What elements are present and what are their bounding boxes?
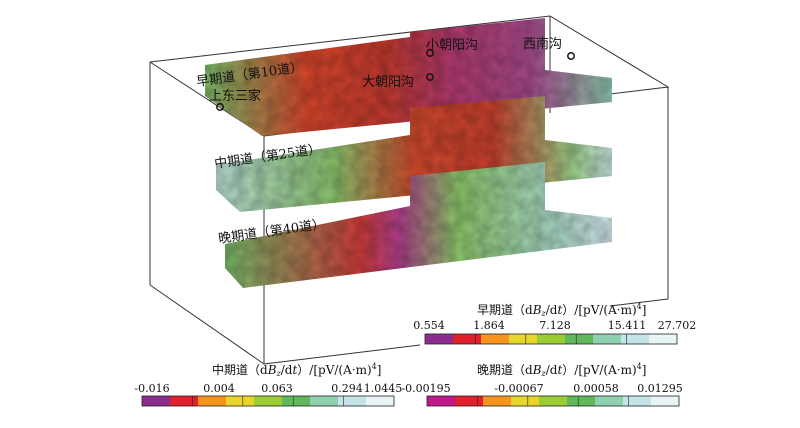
colorbar-tick-label: 0.004: [203, 382, 235, 395]
colorbar-tick-label: -0.016: [134, 382, 169, 395]
colorbar-tick-label: 0.063: [261, 382, 293, 395]
svg-text:上东三家: 上东三家: [209, 88, 261, 104]
colorbar-segment: [537, 334, 566, 344]
colorbar-segment: [621, 334, 650, 344]
place-marker-dachaoyanggou: 大朝阳沟: [362, 73, 434, 90]
place-marker-shangdongsanjia: 上东三家: [209, 88, 261, 111]
colorbar-tick-label: 0.00058: [573, 382, 619, 395]
colorbar-segment: [366, 396, 395, 406]
colorbar-segment: [511, 396, 540, 406]
legend-early-title: 早期道（dBz/dt）/[pV/(A·m)4]: [477, 302, 646, 318]
colorbar-tick-label: 0.294: [331, 382, 363, 395]
colorbar-tick-label: 27.702: [658, 319, 697, 332]
location-circle-icon: [426, 73, 434, 81]
colorbar-segment: [425, 334, 454, 344]
colorbar-segment: [198, 396, 227, 406]
colorbar-segment: [565, 334, 594, 344]
colorbar-frame: [141, 395, 395, 407]
place-marker-xiaochaoyanggou: 小朝阳沟: [426, 38, 478, 57]
colorbar-tick-label: -0.00067: [494, 382, 543, 395]
legend-early-ticks: 0.554 1.864 7.128 15.411 27.702: [413, 319, 696, 332]
legend-early: 早期道（dBz/dt）/[pV/(A·m)4] 0.554 1.864 7.128 1…: [413, 302, 696, 345]
svg-text:西南沟: 西南沟: [523, 36, 562, 52]
svg-text:大朝阳沟: 大朝阳沟: [362, 75, 414, 90]
colorbar-segment: [567, 396, 596, 406]
colorbar-segment: [539, 396, 568, 406]
colorbar-tick-label: -0.00195: [401, 382, 450, 395]
colorbar-segment: [453, 334, 482, 344]
colorbar-segment: [593, 334, 622, 344]
colorbar-segment: [649, 334, 678, 344]
location-circle-icon: [216, 103, 224, 111]
colorbar-segment: [651, 396, 680, 406]
legend-mid-ticks: -0.016 0.004 0.063 0.294 1.0445: [134, 382, 402, 395]
colorbar-segment: [338, 396, 367, 406]
colorbar-tick-label: 7.128: [539, 319, 571, 332]
colorbar-frame: [424, 333, 678, 345]
legend-mid: 中期道（dBz/dt）/[pV/(A·m)4] -0.016 0.004 0.063…: [134, 362, 402, 407]
colorbar-frame: [426, 395, 680, 407]
colorbar-segment: [595, 396, 624, 406]
colorbar-segment: [142, 396, 171, 406]
slice-late: [225, 162, 612, 288]
svg-text:小朝阳沟: 小朝阳沟: [426, 38, 478, 53]
legend-mid-title: 中期道（dBz/dt）/[pV/(A·m)4]: [212, 362, 381, 378]
location-circle-icon: [567, 52, 575, 60]
colorbar-segment: [254, 396, 283, 406]
colorbar-tick-label: 1.864: [473, 319, 505, 332]
legend-late-ticks: -0.00195 -0.00067 0.00058 0.01295: [401, 382, 682, 395]
colorbar-segment: [509, 334, 538, 344]
colorbar-tick-label: 0.554: [413, 319, 445, 332]
legend-mid-colorbar: [141, 395, 395, 407]
legend-late-title: 晚期道（dBz/dt）/[pV/(A·m)4]: [477, 362, 646, 378]
legend-late: 晚期道（dBz/dt）/[pV/(A·m)4] -0.00195 -0.00067…: [401, 362, 683, 407]
colorbar-segment: [310, 396, 339, 406]
colorbar-segment: [282, 396, 311, 406]
colorbar-tick-label: 0.01295: [637, 382, 683, 395]
legend-early-colorbar: [424, 333, 678, 345]
colorbar-segment: [483, 396, 512, 406]
place-marker-xinangou: 西南沟: [523, 36, 575, 60]
colorbar-segment: [427, 396, 456, 406]
colorbar-tick-label: 1.0445: [364, 382, 403, 395]
colorbar-segment: [226, 396, 255, 406]
legend-late-colorbar: [426, 395, 680, 407]
colorbar-segment: [481, 334, 510, 344]
colorbar-segment: [170, 396, 199, 406]
colorbar-segment: [623, 396, 652, 406]
colorbar-segment: [455, 396, 484, 406]
colorbar-tick-label: 15.411: [608, 319, 647, 332]
location-circle-icon: [426, 49, 434, 57]
